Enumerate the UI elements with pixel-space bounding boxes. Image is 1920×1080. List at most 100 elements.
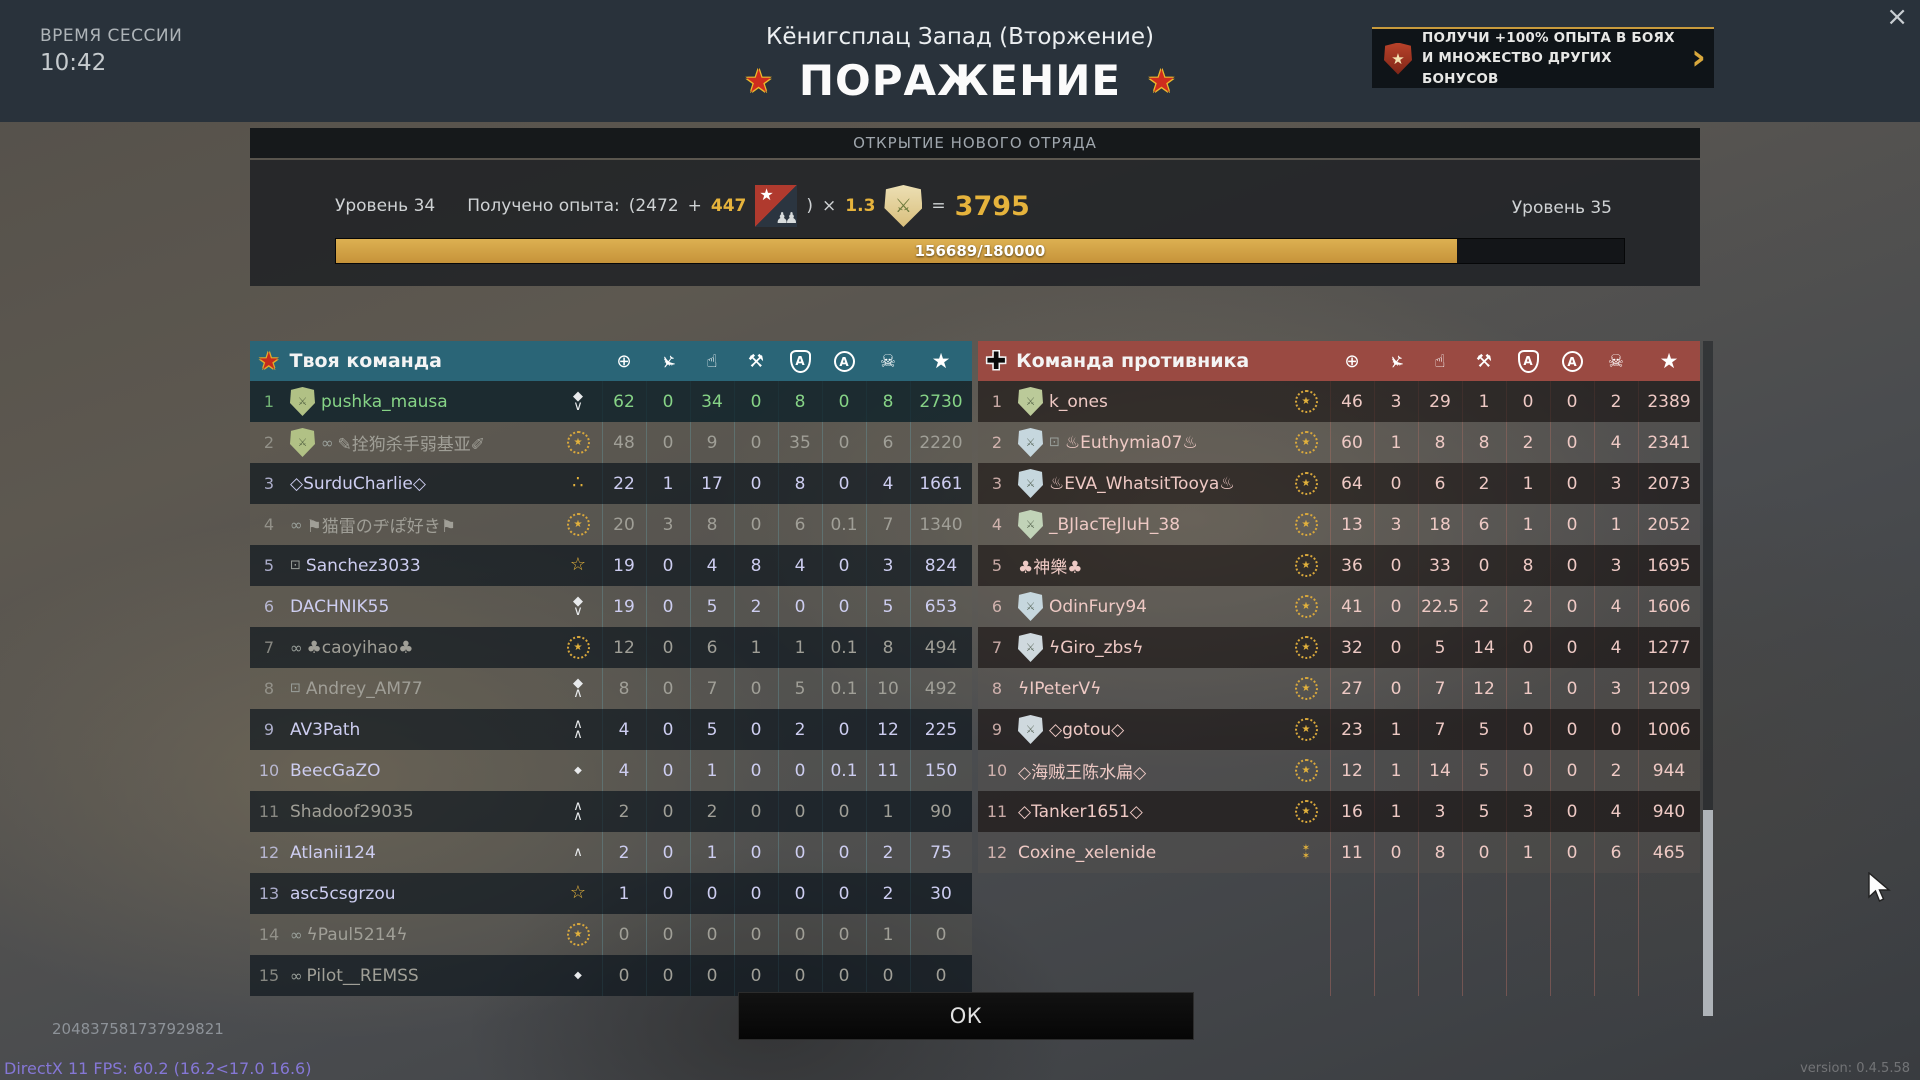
player-row[interactable]: 14 ∞ ϟPaul5214ϟ ★ 0 0 0 0 0 0 1 0 bbox=[250, 914, 972, 955]
promo-line2: И МНОЖЕСТВО ДРУГИХ БОНУСОВ bbox=[1422, 50, 1612, 87]
air-frags-icon: ✈ bbox=[1383, 348, 1409, 374]
player-stat: 0 bbox=[1522, 391, 1534, 412]
squad-link-icon: ∞ bbox=[290, 515, 302, 534]
player-stat: 0 bbox=[662, 678, 674, 699]
player-rank: 6 bbox=[991, 597, 1003, 616]
rank-medal-icon-double-chevron: ∧ ∧ bbox=[573, 717, 583, 742]
player-row[interactable]: 10 BeecGaZO ◆ 4 0 1 0 0 0.1 11 150 bbox=[250, 750, 972, 791]
player-stat: 3 bbox=[1610, 473, 1622, 494]
player-row[interactable]: 1 ⚔ k_ones ★ 46 3 29 1 0 0 2 2389 bbox=[978, 381, 1700, 422]
player-row[interactable]: 9 AV3Path ∧ ∧ 4 0 5 0 2 0 12 225 bbox=[250, 709, 972, 750]
player-name: Andrey_AM77 bbox=[305, 678, 423, 699]
player-stat: 0 bbox=[838, 965, 850, 986]
chevron-right-icon: › bbox=[1691, 36, 1706, 78]
player-row[interactable]: 7 ∞ ♣caoyihao♣ ★ 12 0 6 1 1 0.1 8 494 bbox=[250, 627, 972, 668]
wreath-medal-icon: ★ bbox=[1294, 677, 1318, 700]
player-row[interactable]: 9 ⚔ ◇gotou◇ ★ 23 1 7 5 0 0 0 1006 bbox=[978, 709, 1700, 750]
level-current: Уровень 34 bbox=[335, 196, 436, 216]
player-stat: 0 bbox=[838, 596, 850, 617]
rank-medal-icon-wreath: ★ bbox=[1282, 759, 1330, 782]
player-rank: 5 bbox=[991, 556, 1003, 575]
player-row[interactable]: 12 Coxine_xelenide ✶ ✶ 11 0 8 0 1 0 6 465 bbox=[978, 832, 1700, 873]
player-stat: 7 bbox=[706, 678, 718, 699]
rank-medal-icon-wreath: ★ bbox=[554, 513, 602, 536]
scrollbar-thumb[interactable] bbox=[1703, 810, 1713, 1016]
player-stat: 12 bbox=[1473, 678, 1495, 699]
column-divider bbox=[1462, 381, 1463, 996]
player-row[interactable]: 8 ⊡ Andrey_AM77 ◆ ∧ 8 0 7 0 5 0.1 10 492 bbox=[250, 668, 972, 709]
player-row[interactable]: 11 ◇Tanker1651◇ ★ 16 1 3 5 3 0 4 940 bbox=[978, 791, 1700, 832]
player-name: ◇gotou◇ bbox=[1049, 719, 1125, 740]
column-divider bbox=[778, 381, 779, 996]
player-score: 0 bbox=[935, 924, 947, 945]
player-stat: 10 bbox=[877, 678, 899, 699]
stat-column-header: A bbox=[1506, 349, 1550, 373]
player-row[interactable]: 3 ◇SurduCharlie◇ ∴ 22 1 17 0 8 0 4 1661 bbox=[250, 463, 972, 504]
player-row[interactable]: 6 ⚔ OdinFury94 ★ 41 0 22.5 2 2 0 4 1606 bbox=[978, 586, 1700, 627]
player-stat: 29 bbox=[1429, 391, 1451, 412]
clan-emblem-icon: ⚔ bbox=[1018, 633, 1043, 662]
rank-medal-icon-diamond: ◆ bbox=[574, 969, 582, 981]
player-row[interactable]: 1 ⚔ pushka_mausa ◆ ∨ 62 0 34 0 8 0 8 2730 bbox=[250, 381, 972, 422]
gamepad-icon: ⊡ bbox=[290, 681, 301, 696]
player-row[interactable]: 6 DACHNIK55 ◆ ∨ 19 0 5 2 0 0 5 653 bbox=[250, 586, 972, 627]
player-score: 2052 bbox=[1647, 514, 1691, 535]
player-stat: 0 bbox=[1566, 637, 1578, 658]
player-row[interactable]: 11 Shadoof29035 ∧ ∧ 2 0 2 0 0 0 1 90 bbox=[250, 791, 972, 832]
player-rank: 11 bbox=[258, 802, 280, 821]
player-row[interactable]: 4 ⚔ _BJlacTeJluH_38 ★ 13 3 18 6 1 0 1 2052 bbox=[978, 504, 1700, 545]
player-stat: 8 bbox=[882, 391, 894, 412]
player-stat: 0 bbox=[838, 391, 850, 412]
player-stat: 2 bbox=[1478, 473, 1490, 494]
player-rank: 6 bbox=[263, 597, 275, 616]
player-rank: 9 bbox=[263, 720, 275, 739]
stat-column-header: A bbox=[822, 350, 866, 373]
player-row[interactable]: 5 ⊡ Sanchez3033 ☆ 19 0 4 8 4 0 3 824 bbox=[250, 545, 972, 586]
player-stat: 0 bbox=[662, 637, 674, 658]
player-stat: 34 bbox=[701, 391, 723, 412]
player-stat: 35 bbox=[789, 432, 811, 453]
player-score: 494 bbox=[924, 637, 958, 658]
player-stat: 0 bbox=[1566, 842, 1578, 863]
player-name: ϟGiro_zbsϟ bbox=[1049, 637, 1144, 658]
player-rank: 10 bbox=[258, 761, 280, 780]
player-row[interactable]: 13 asc5csgrzou ☆ 1 0 0 0 0 0 2 30 bbox=[250, 873, 972, 914]
player-stat: 19 bbox=[613, 555, 635, 576]
player-stat: 1 bbox=[1522, 678, 1534, 699]
player-row[interactable]: 7 ⚔ ϟGiro_zbsϟ ★ 32 0 5 14 0 0 4 1277 bbox=[978, 627, 1700, 668]
rank-medal-icon-wreath: ★ bbox=[1282, 390, 1330, 413]
player-row[interactable]: 12 Atlanii124 ∧ 2 0 1 0 0 0 2 75 bbox=[250, 832, 972, 873]
ok-button[interactable]: ОК bbox=[738, 992, 1194, 1040]
xp-base: (2472 bbox=[628, 196, 679, 216]
player-score: 2341 bbox=[1647, 432, 1691, 453]
frags-icon: ⊕ bbox=[1344, 350, 1360, 372]
column-divider bbox=[822, 381, 823, 996]
premium-promo-banner[interactable]: ★ ПОЛУЧИ +100% ОПЫТА В БОЯХ И МНОЖЕСТВО … bbox=[1372, 27, 1714, 88]
shield-assist-icon: A bbox=[789, 349, 811, 373]
player-row[interactable]: 2 ⚔ ∞ ✎拴狗杀手弱基亚✐ ★ 48 0 9 0 35 0 6 2220 bbox=[250, 422, 972, 463]
player-name: DACHNIK55 bbox=[290, 596, 390, 617]
team-rows: 1 ⚔ pushka_mausa ◆ ∨ 62 0 34 0 8 0 8 2730 2 ⚔ ∞ ✎拴狗杀手弱基亚… bbox=[250, 381, 972, 996]
player-stat: 0.1 bbox=[830, 637, 858, 658]
rank-medal-icon-wreath: ★ bbox=[1282, 472, 1330, 495]
player-stat: 0 bbox=[794, 924, 806, 945]
scrollbar-track[interactable] bbox=[1703, 341, 1713, 1016]
player-name: OdinFury94 bbox=[1049, 596, 1147, 617]
player-row[interactable]: 15 ∞ Pilot__REMSS ◆ 0 0 0 0 0 0 0 0 bbox=[250, 955, 972, 996]
player-row[interactable]: 5 ♣神樂♣ ★ 36 0 33 0 8 0 3 1695 bbox=[978, 545, 1700, 586]
rank-medal-icon-diamond-chevron-down: ◆ ∨ bbox=[573, 594, 583, 619]
stat-column-header: ☝ bbox=[690, 351, 734, 372]
stat-column-header: ☠ bbox=[1594, 351, 1638, 372]
player-row[interactable]: 3 ⚔ ♨EVA_WhatsitTooya♨ ★ 64 0 6 2 1 0 3 2073 bbox=[978, 463, 1700, 504]
player-stat: 6 bbox=[1478, 514, 1490, 535]
deaths-icon: ☠ bbox=[879, 350, 897, 372]
player-row[interactable]: 10 ◇海贼王陈水扁◇ ★ 12 1 14 5 0 0 2 944 bbox=[978, 750, 1700, 791]
player-row[interactable]: 4 ∞ ⚑猫雷のヂぽ好き⚑ ★ 20 3 8 0 6 0.1 7 1340 bbox=[250, 504, 972, 545]
player-stat: 0 bbox=[794, 596, 806, 617]
player-row[interactable]: 8 ϟIPeterVϟ ★ 27 0 7 12 1 0 3 1209 bbox=[978, 668, 1700, 709]
player-stat: 7 bbox=[882, 514, 894, 535]
player-rank: 9 bbox=[991, 720, 1003, 739]
column-divider bbox=[1550, 381, 1551, 996]
close-icon[interactable]: × bbox=[1886, 2, 1908, 32]
player-row[interactable]: 2 ⚔ ⊡ ♨Euthymia07♨ ★ 60 1 8 8 2 0 4 2341 bbox=[978, 422, 1700, 463]
